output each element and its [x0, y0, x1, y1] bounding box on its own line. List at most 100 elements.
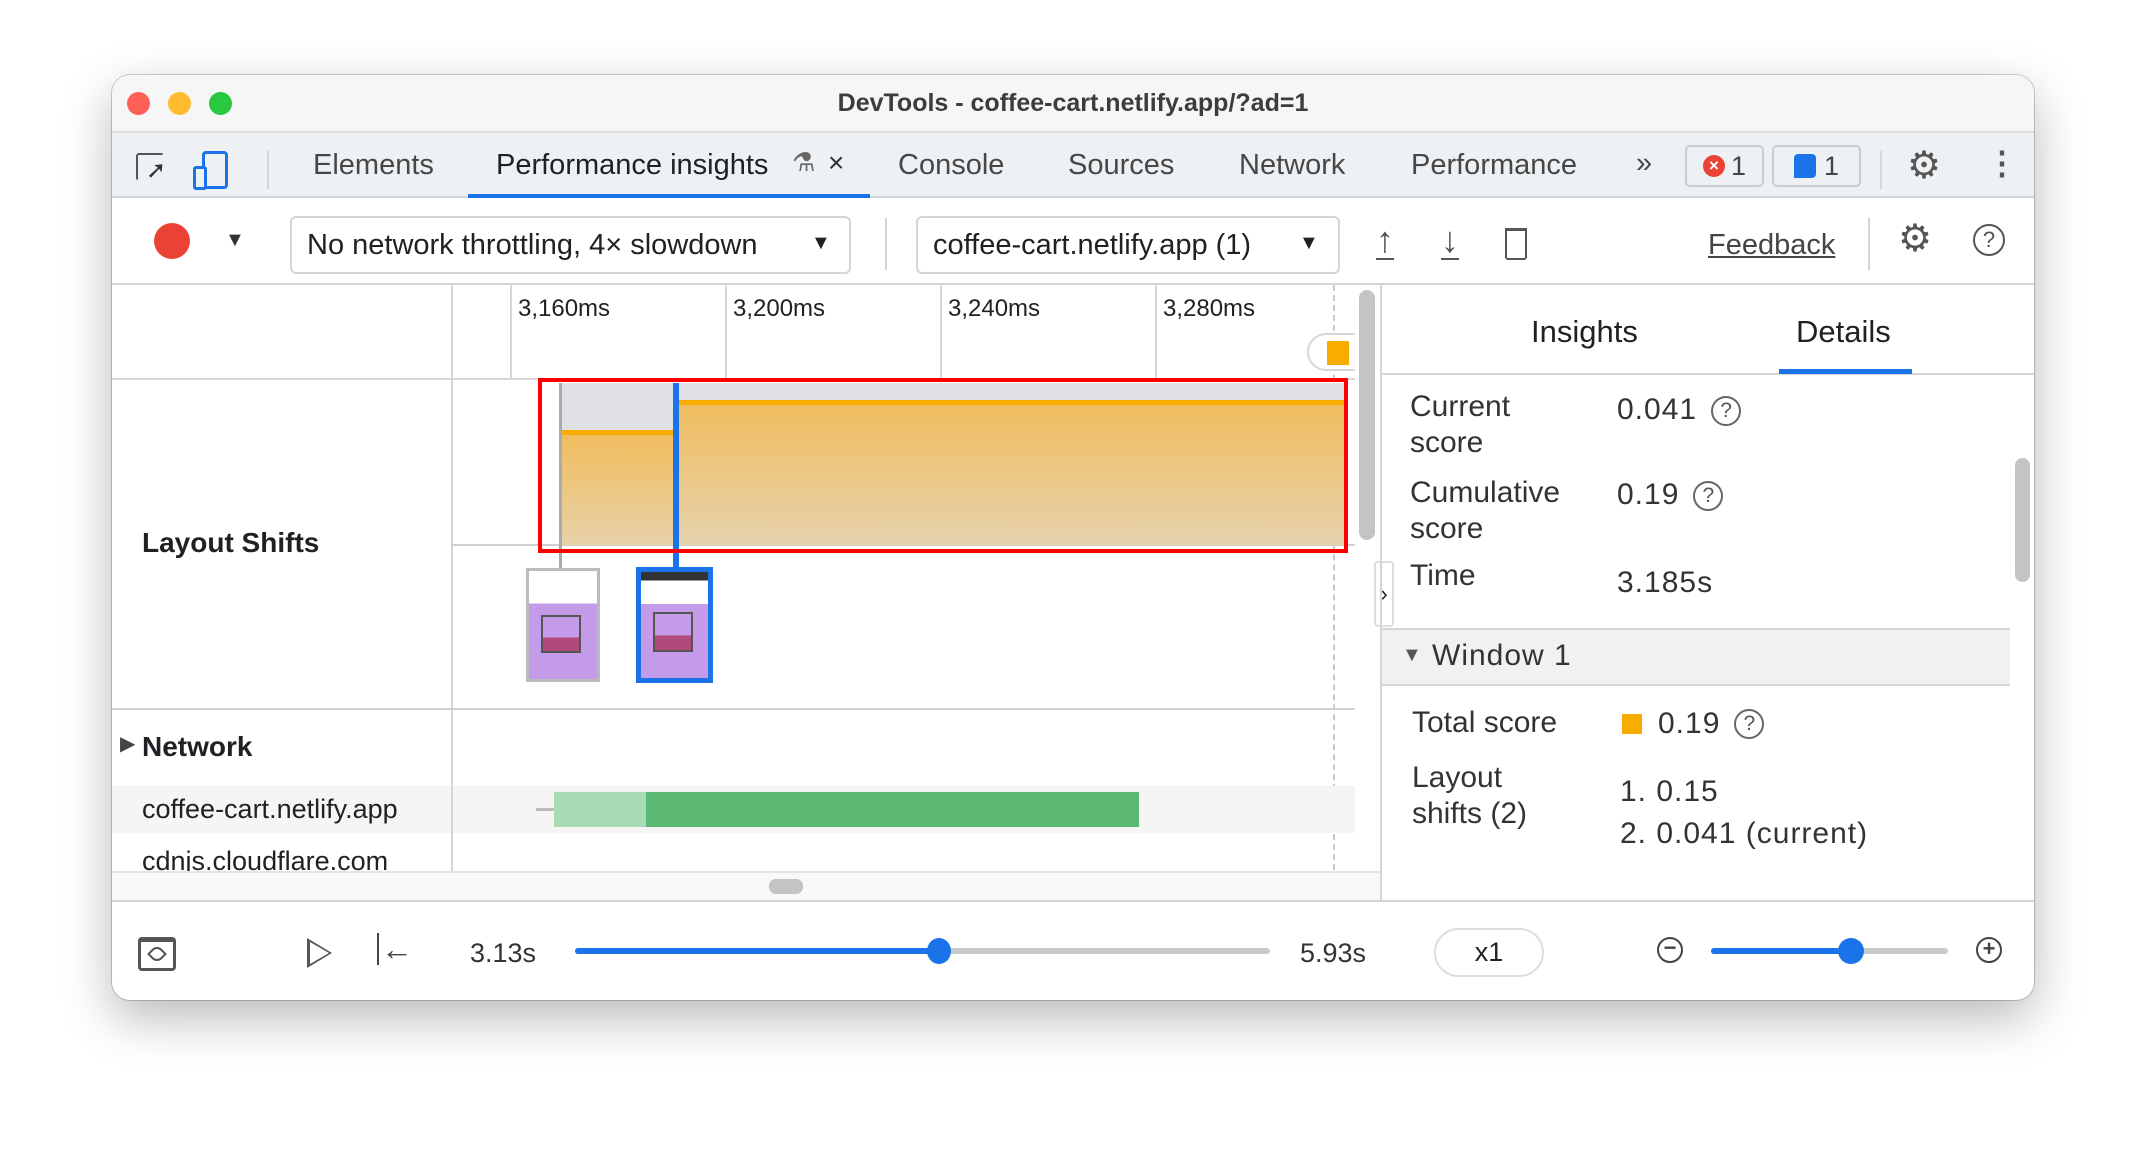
skip-to-start-icon[interactable]: ← — [377, 933, 413, 965]
layout-shift-1[interactable] — [560, 430, 673, 545]
maximize-window-button[interactable] — [209, 92, 232, 115]
upload-icon[interactable]: ↑ — [1376, 219, 1394, 260]
record-button[interactable] — [154, 223, 190, 259]
dashed-time-marker — [1333, 285, 1335, 900]
shift-1-connector — [559, 383, 562, 568]
current-score-value: 0.041? — [1617, 395, 1742, 427]
layout-shifts-label: Layout shifts (2) — [1412, 761, 1528, 830]
close-tab-icon[interactable]: × — [828, 147, 845, 178]
message-count: 1 — [1823, 150, 1840, 181]
minimize-window-button[interactable] — [168, 92, 191, 115]
title-bar — [112, 75, 2034, 133]
panel-settings-icon[interactable]: ⚙ — [1898, 218, 1933, 260]
total-score-value: 0.19? — [1622, 709, 1765, 739]
error-icon: × — [1702, 155, 1725, 177]
message-icon — [1793, 154, 1816, 178]
zoom-slider-thumb[interactable] — [1837, 938, 1864, 964]
feedback-link[interactable]: Feedback — [1708, 229, 1836, 261]
playback-slider-fill — [575, 948, 940, 954]
help-icon[interactable]: ? — [1973, 224, 2005, 256]
request-whisker — [536, 808, 554, 811]
network-host-row[interactable]: coffee-cart.netlify.app — [142, 794, 398, 824]
divider — [1880, 151, 1882, 189]
tick-line — [510, 285, 512, 380]
help-icon[interactable]: ? — [1734, 709, 1765, 739]
play-icon[interactable] — [307, 938, 332, 968]
track-label-divider — [451, 285, 453, 900]
row-divider — [451, 544, 1355, 546]
errors-badge[interactable]: × 1 — [1685, 145, 1764, 187]
tab-console[interactable]: Console — [898, 149, 1005, 181]
settings-gear-icon[interactable]: ⚙ — [1907, 145, 1942, 187]
tick-label: 3,160ms — [518, 295, 611, 322]
details-scrollbar-thumb[interactable] — [2015, 458, 2030, 582]
time-value: 3.185s — [1617, 566, 1714, 599]
chevron-down-icon: ▼ — [811, 232, 831, 254]
cumulative-score-value: 0.19? — [1617, 480, 1724, 512]
window-1-header[interactable] — [1382, 628, 2010, 686]
track-label-divider — [451, 786, 453, 833]
tab-performance[interactable]: Performance — [1411, 149, 1578, 181]
layout-shift-item[interactable]: 2. 0.041 (current) — [1620, 817, 1869, 850]
delete-trash-icon[interactable] — [1505, 228, 1527, 260]
section-divider — [112, 708, 1355, 710]
bottom-bar-divider — [112, 900, 2034, 902]
screenshot-thumbnail-1[interactable] — [526, 568, 600, 682]
tab-network[interactable]: Network — [1239, 149, 1346, 181]
zoom-out-icon[interactable]: − — [1657, 937, 1683, 963]
messages-badge[interactable]: 1 — [1772, 145, 1861, 187]
window-title: DevTools - coffee-cart.netlify.app/?ad=1 — [837, 89, 1309, 117]
tab-sources[interactable]: Sources — [1068, 149, 1175, 181]
more-tabs-icon[interactable]: » — [1636, 147, 1653, 179]
horizontal-scroll-area — [112, 871, 1382, 900]
tab-performance-insights[interactable]: Performance insights — [496, 149, 769, 181]
screenshot-thumbnail-2-selected[interactable] — [636, 567, 713, 683]
playback-start-time: 3.13s — [470, 938, 537, 968]
tick-label: 3,280ms — [1163, 295, 1256, 322]
help-icon[interactable]: ? — [1693, 481, 1724, 512]
tab-insights[interactable]: Insights — [1531, 314, 1638, 349]
request-bar-waiting[interactable] — [554, 792, 646, 827]
divider — [1868, 218, 1870, 270]
expand-sidebar-button[interactable]: › — [1374, 561, 1394, 627]
chevron-down-icon: ▼ — [1299, 232, 1319, 254]
tab-elements[interactable]: Elements — [313, 149, 434, 181]
toolbar — [112, 198, 2034, 285]
download-icon[interactable]: ↓ — [1441, 219, 1459, 260]
record-options-dropdown-icon[interactable]: ▼ — [225, 229, 245, 251]
device-toolbar-icon[interactable] — [193, 151, 228, 190]
playback-slider-thumb[interactable] — [927, 938, 952, 964]
layout-shift-2[interactable] — [679, 400, 1348, 545]
close-window-button[interactable] — [127, 92, 150, 115]
zoom-in-icon[interactable]: + — [1976, 937, 2002, 963]
layout-shifts-track-label: Layout Shifts — [142, 527, 320, 558]
layout-shift-window-marker[interactable] — [1307, 333, 1355, 371]
more-options-icon[interactable]: ⋮ — [1986, 145, 2018, 181]
experiment-flask-icon: ⚗ — [792, 147, 816, 177]
current-score-label: Current score — [1410, 390, 1511, 459]
page-select[interactable] — [916, 216, 1340, 274]
network-track-label[interactable]: Network — [142, 731, 253, 762]
inspect-element-icon[interactable]: ➚ — [136, 153, 166, 183]
tick-label: 3,240ms — [948, 295, 1041, 322]
zoom-slider-fill — [1711, 948, 1851, 954]
throttling-value: No network throttling, 4× slowdown — [307, 229, 758, 261]
total-score-label: Total score — [1412, 706, 1558, 739]
tick-line — [1155, 285, 1157, 380]
horizontal-scrollbar-thumb[interactable] — [769, 879, 803, 894]
expand-network-icon[interactable]: ▶ — [120, 733, 136, 755]
divider — [885, 218, 887, 270]
divider — [267, 151, 269, 189]
toggle-screenshots-eye-icon[interactable] — [138, 937, 176, 971]
selection-highlight-box — [538, 378, 1348, 553]
active-tab-indicator — [468, 194, 870, 198]
layout-shift-item[interactable]: 1. 0.15 — [1620, 775, 1719, 808]
network-host-row[interactable]: cdnjs.cloudflare.com — [142, 848, 389, 872]
request-bar-download[interactable] — [646, 792, 1139, 827]
help-icon[interactable]: ? — [1711, 396, 1742, 427]
vertical-scrollbar-thumb[interactable] — [1359, 290, 1375, 540]
playback-speed-button[interactable]: x1 — [1434, 928, 1544, 977]
devtools-window: DevTools - coffee-cart.netlify.app/?ad=1… — [112, 75, 2034, 1000]
throttling-select[interactable] — [290, 216, 851, 274]
tab-details[interactable]: Details — [1796, 314, 1891, 349]
